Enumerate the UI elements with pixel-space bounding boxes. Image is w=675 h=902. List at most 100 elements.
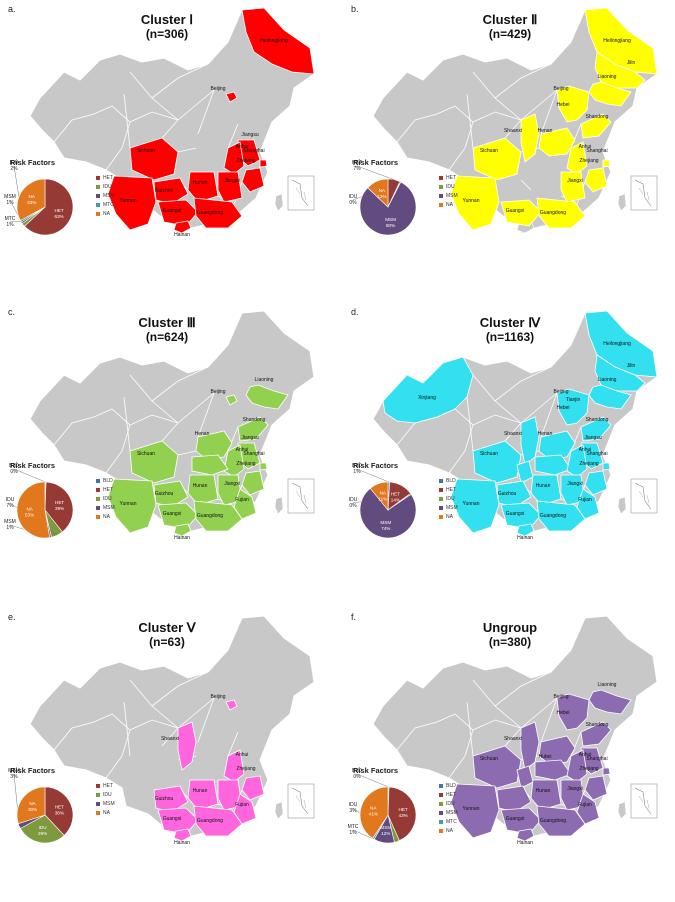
china-map: Liaoning Beijing Hebei Shandong Shaanxi Sichu…	[348, 615, 658, 846]
province-border	[85, 769, 109, 803]
legend-swatch	[439, 819, 443, 824]
label-fujian: Fujian	[578, 497, 592, 503]
china-map: Beijing Shaanxi Anhui Zhejiang Hunan Guizhou F…	[8, 615, 315, 846]
legend-item-het: HET	[96, 174, 115, 183]
pie-leader	[356, 773, 389, 788]
pie-label-na: NA 33%	[27, 194, 36, 205]
legend-swatch	[96, 505, 100, 510]
legend-item-msm: MSM	[439, 809, 458, 818]
label-jiangxi: Jiangxi	[224, 178, 240, 184]
pie-label-na: NA 30%	[28, 801, 37, 812]
pie-label-het: HET 14%	[391, 491, 400, 502]
province-guizhou	[496, 785, 532, 813]
label-beijing: Beijing	[210, 86, 225, 92]
legend-item-idu: IDU	[439, 495, 458, 504]
legend-swatch	[439, 202, 443, 207]
province-border	[396, 713, 474, 779]
label-guangxi: Guangxi	[506, 511, 525, 517]
label-shanghai: Shanghai	[243, 148, 264, 154]
province-zhejiang	[241, 167, 265, 193]
province-shaanxi	[177, 721, 197, 771]
pie-label-na: NA 53%	[25, 506, 34, 517]
province-beijing	[225, 394, 238, 406]
risk-factors-label: Risk Factors	[10, 461, 56, 470]
label-henan: Henan	[195, 431, 210, 437]
province-henan	[538, 735, 576, 765]
province-guizhou	[153, 177, 189, 205]
risk-factor-pie: HET 7% IDU 0% MSM 80% NA 13%	[349, 160, 417, 236]
label-sichuan: Sichuan	[480, 148, 498, 154]
province-border	[177, 147, 197, 153]
south-china-sea-inset	[287, 175, 315, 211]
pie-slice-het	[44, 481, 74, 533]
legend-swatch	[439, 487, 443, 492]
legend-swatch	[439, 505, 443, 510]
label-hainan: Hainan	[517, 535, 533, 541]
province-zhejiang	[584, 775, 608, 801]
label-zhejiang: Zhejiang	[236, 158, 255, 164]
province-border	[494, 366, 552, 402]
province-border	[85, 464, 109, 498]
province-shandong	[580, 721, 612, 747]
province-sichuan	[129, 137, 179, 181]
province-beijing	[225, 699, 238, 711]
pie-slice-na	[16, 786, 46, 825]
south-china-sea-inset	[287, 478, 315, 514]
legend-swatch	[96, 478, 100, 483]
province-border	[123, 396, 131, 452]
label-guangxi: Guangxi	[163, 816, 182, 822]
label-hubei: Hubei	[538, 754, 551, 760]
label-shaanxi: Shaanxi	[504, 431, 522, 437]
province-hunan	[187, 171, 219, 203]
label-yunnan: Yunnan	[120, 501, 137, 507]
province-border	[428, 464, 452, 498]
province-jiangxi	[560, 171, 586, 203]
province-border	[151, 671, 209, 707]
province-heilongjiang	[584, 7, 658, 75]
region-taiwan	[617, 496, 627, 515]
legend-swatch	[439, 478, 443, 483]
province-liaoning	[588, 384, 632, 410]
province-border	[466, 701, 474, 757]
province-border	[123, 701, 131, 757]
label-liaoning: Liaoning	[598, 682, 617, 688]
province-fujian	[576, 793, 600, 825]
panel-letter: d.	[351, 307, 359, 317]
legend-label: NA	[446, 514, 453, 520]
label-guangdong: Guangdong	[197, 513, 223, 519]
province-border	[428, 161, 452, 195]
label-yunnan: Yunnan	[463, 198, 480, 204]
legend-item-idu: IDU	[96, 495, 115, 504]
legend-swatch	[96, 783, 100, 788]
province-border	[494, 671, 552, 707]
legend-label: HET	[446, 175, 456, 181]
pie-slice-msm	[359, 487, 417, 539]
legend-label: MSM	[103, 193, 115, 199]
legend-swatch	[96, 175, 100, 180]
province-guizhou	[153, 480, 189, 508]
label-anhui: Anhui	[579, 752, 592, 758]
south-china-sea-inset	[630, 478, 658, 514]
label-guangxi: Guangxi	[163, 208, 182, 214]
province-border	[540, 697, 558, 743]
label-sichuan: Sichuan	[480, 451, 498, 457]
province-border	[466, 93, 474, 149]
legend-swatch	[96, 184, 100, 189]
legend-label: MSM	[103, 801, 115, 807]
label-jiangsu: Jiangsu	[241, 132, 258, 138]
province-hubei	[191, 454, 229, 476]
legend-label: BLD	[103, 478, 113, 484]
label-hainan: Hainan	[174, 535, 190, 541]
province-hunan	[187, 474, 219, 506]
label-beijing: Beijing	[553, 694, 568, 700]
province-sichuan	[472, 745, 522, 789]
legend-swatch	[439, 801, 443, 806]
label-sichuan: Sichuan	[137, 148, 155, 154]
risk-factor-pie: BLD 0% HET 39% IDU 7% MSM 1% NA 53%	[4, 463, 74, 539]
province-fujian	[233, 488, 257, 520]
pie-slice-het	[387, 786, 417, 841]
legend-label: MTC	[103, 202, 114, 208]
legend-item-msm: MSM	[96, 192, 115, 201]
pie-label-het: HET 39%	[55, 500, 64, 511]
